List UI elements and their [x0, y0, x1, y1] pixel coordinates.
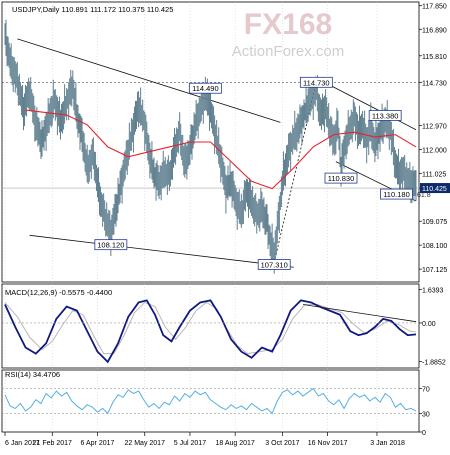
y-tick-label: 111.025	[422, 171, 446, 178]
pane-frame-price	[1, 1, 420, 283]
y-tick-label: 70	[422, 387, 430, 394]
swing-label-text: 114.730	[303, 78, 330, 87]
swing-label-1: 108.120	[94, 239, 128, 251]
swing-label-text: 110.180	[383, 190, 410, 199]
y-tick-label: 117.850	[422, 4, 447, 11]
y-tick-label: 112.970	[422, 124, 447, 131]
rsi-pane: RSI(14) 34.4706	[2, 370, 419, 415]
macd-pane-title: MACD(12,26,9) -0.5575 -0.4400	[5, 288, 112, 297]
y-tick-label: 108.100	[422, 243, 447, 250]
price-trendline-0	[17, 38, 281, 123]
x-tick-label: 18 Aug 2017	[215, 440, 254, 447]
price-pane-title: USDJPY,Daily 110.891 111.172 110.375 110…	[12, 5, 173, 14]
y-tick-label: -1.8852	[422, 360, 446, 367]
y-tick-label: 110.425	[422, 186, 447, 193]
swing-label-3: 114.730	[299, 76, 333, 88]
swing-label-box	[380, 188, 413, 200]
watermark-site: ActionForex.com	[232, 43, 345, 60]
price-pane: 114.490 108.120 107.310 114.730 113.380 110.8…	[2, 5, 431, 274]
x-tick-label: 6 Jan 2017	[5, 440, 40, 447]
macd-trendline-0	[302, 304, 417, 323]
x-tick-label: 3 Jan 2018	[370, 440, 405, 447]
x-tick-label: 5 Jul 2017	[174, 440, 206, 447]
macd-trendlines	[2, 304, 419, 324]
y-tick-label: 114.730	[422, 80, 447, 87]
y-tick-label: 116.890	[422, 27, 447, 34]
price-trendline-2	[273, 82, 317, 263]
swing-labels: 114.490 108.120 107.310 114.730 113.380 110.8…	[94, 76, 413, 270]
swing-label-0: 114.490	[188, 82, 222, 94]
pane-frame-macd	[1, 283, 420, 369]
last-price-box	[420, 183, 450, 194]
x-tick-label: 22 May 2017	[124, 440, 165, 447]
fib-label: 61.8	[417, 192, 431, 199]
swing-label-text: 108.120	[97, 241, 124, 250]
watermark: FX168 ActionForex.com	[232, 8, 345, 60]
macd-signal-line	[4, 301, 417, 355]
pane-frame-rsi	[1, 369, 420, 433]
swing-label-2: 107.310	[257, 259, 291, 270]
swing-label-4: 113.380	[368, 110, 402, 121]
y-tick-label: 0.00	[422, 321, 436, 328]
moving-average-line	[25, 109, 417, 190]
pane-frames	[1, 1, 420, 433]
swing-label-6: 110.180	[380, 188, 413, 200]
y-tick-label: 1.6393	[422, 287, 444, 294]
swing-label-box	[94, 239, 128, 251]
swing-label-box	[257, 259, 291, 270]
swing-label-box	[368, 110, 402, 121]
y-tick-label: 109.075	[422, 219, 447, 226]
x-tick-label: 3 Oct 2017	[265, 440, 299, 447]
rsi-pane-title: RSI(14) 34.4706	[5, 370, 60, 379]
watermark-brand: FX168	[244, 8, 332, 41]
price-trendline-1	[29, 234, 294, 268]
price-trendline-3	[316, 77, 417, 131]
price-bars	[4, 19, 417, 274]
swing-label-box	[324, 172, 358, 184]
swing-label-text: 107.310	[261, 261, 288, 270]
rsi-line	[4, 387, 417, 415]
x-tick-label: 6 Apr 2017	[81, 440, 115, 447]
y-tick-label: 0	[422, 430, 426, 437]
swing-label-text: 113.380	[372, 111, 399, 120]
y-tick-label: 112.000	[422, 147, 447, 154]
x-tick-label: 16 Nov 2017	[308, 440, 348, 447]
swing-label-5: 110.830	[324, 172, 358, 184]
swing-label-text: 110.830	[328, 174, 355, 183]
swing-label-text: 114.490	[192, 84, 219, 93]
macd-main-line	[4, 299, 417, 364]
y-tick-label: 107.125	[422, 267, 447, 274]
y-tick-label: 30	[422, 411, 430, 418]
y-axis-tick-labels: 117.850 116.890 115.810 114.730 112.970 112.0…	[419, 4, 450, 437]
swing-label-box	[188, 82, 222, 94]
y-tick-label: 115.810	[422, 54, 447, 61]
x-tick-label: 21 Feb 2017	[33, 440, 72, 447]
macd-pane: MACD(12,26,9) -0.5575 -0.4400	[2, 288, 419, 364]
rsi-level-lines	[2, 388, 419, 414]
swing-label-box	[299, 76, 333, 88]
